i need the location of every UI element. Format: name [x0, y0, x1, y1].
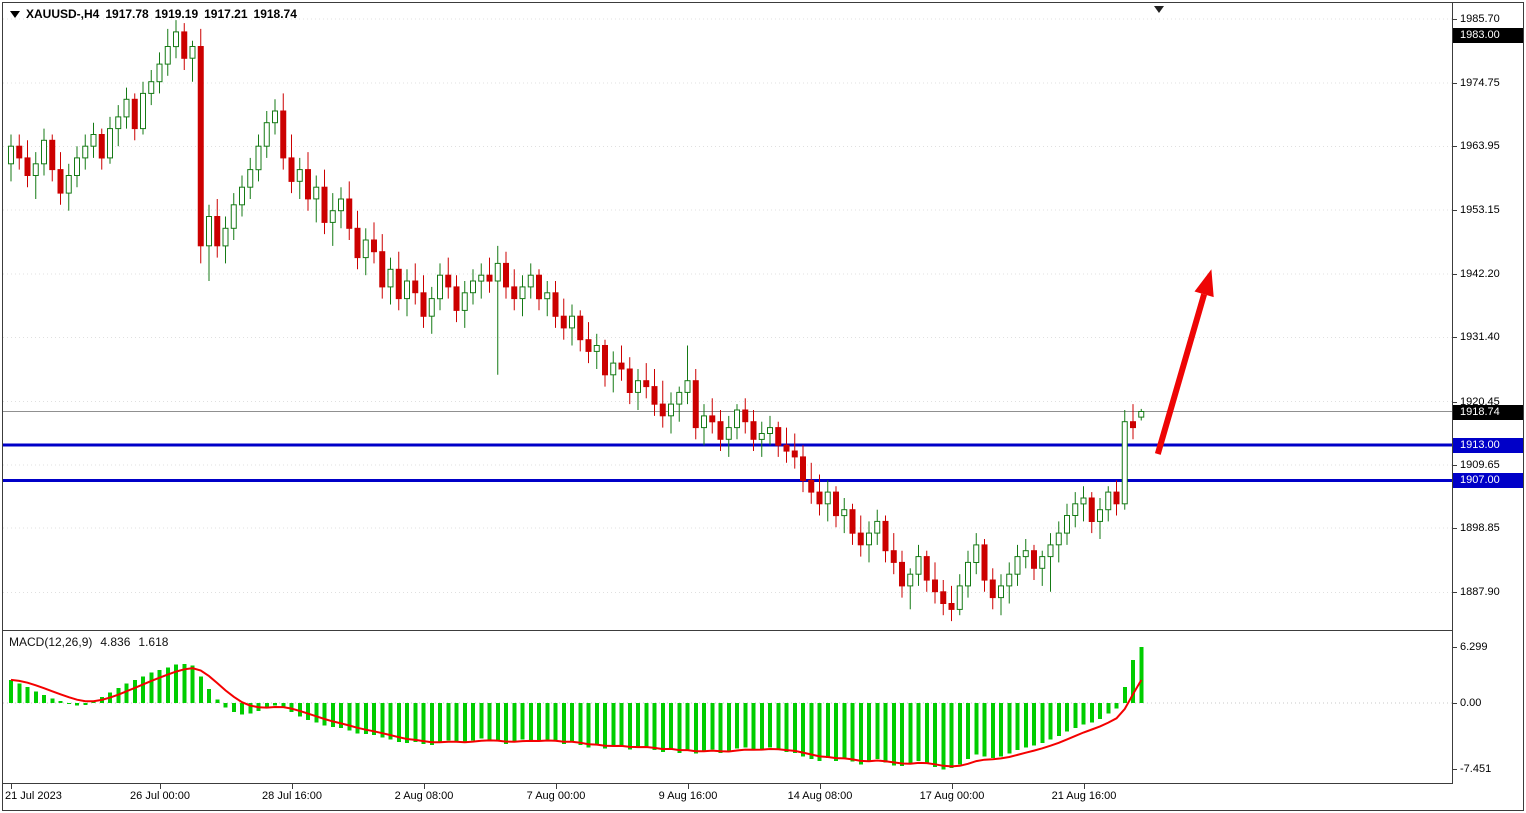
macd-name-label: MACD(12,26,9) — [9, 635, 93, 649]
price-marker-1983.00[interactable]: 1983.00 — [1453, 28, 1523, 43]
macd-main-value: 4.836 — [100, 635, 131, 649]
open-value: 1917.78 — [105, 7, 149, 21]
macd-scale-label: 6.299 — [1460, 641, 1488, 653]
time-scale-label: 17 Aug 00:00 — [919, 790, 985, 802]
macd-histogram-group — [9, 646, 1144, 770]
time-scale-label: 28 Jul 16:00 — [262, 790, 322, 802]
close-value: 1918.74 — [253, 7, 297, 21]
time-scale-label: 9 Aug 16:00 — [658, 790, 718, 802]
time-axis-tick — [820, 784, 821, 789]
price-axis-tick — [1453, 528, 1457, 529]
macd-axis-tick — [1453, 769, 1457, 770]
price-axis-tick — [1453, 465, 1457, 466]
macd-signal-value: 1.618 — [138, 635, 169, 649]
price-marker-1907.00[interactable]: 1907.00 — [1453, 473, 1523, 488]
macd-info-bar: MACD(12,26,9) 4.836 1.618 — [9, 635, 168, 649]
macd-indicator-chart[interactable] — [3, 631, 1452, 783]
price-scale-label: 1898.85 — [1460, 522, 1500, 534]
macd-axis-tick — [1453, 703, 1457, 704]
time-axis-tick — [11, 784, 12, 789]
price-axis-tick — [1453, 146, 1457, 147]
price-scale-label: 1963.95 — [1460, 140, 1500, 152]
price-axis-tick — [1453, 19, 1457, 20]
time-scale-label: 2 Aug 08:00 — [394, 790, 454, 802]
price-scale-label: 1974.75 — [1460, 77, 1500, 89]
symbol-marker-icon — [10, 10, 20, 18]
time-scale-label: 7 Aug 00:00 — [526, 790, 586, 802]
time-axis[interactable]: 21 Jul 2023 26 Jul 00:00 28 Jul 16:00 2 Aug… — [3, 784, 1453, 810]
main-chart-panel[interactable]: XAUUSD-,H4 1917.78 1919.19 1917.21 1918.… — [3, 3, 1453, 631]
price-axis-tick — [1453, 83, 1457, 84]
trend-arrow[interactable] — [1154, 269, 1214, 455]
price-axis-tick — [1453, 402, 1457, 403]
candlestick-chart[interactable] — [3, 3, 1452, 630]
price-scale-label: 1887.90 — [1460, 586, 1500, 598]
price-scale-label: 1985.70 — [1460, 13, 1500, 25]
price-axis-tick — [1453, 210, 1457, 211]
macd-scale-label: 0.00 — [1460, 697, 1482, 709]
time-scale-label: 21 Aug 16:00 — [1051, 790, 1117, 802]
price-scale-label: 1931.40 — [1460, 331, 1500, 343]
price-marker-1918.74[interactable]: 1918.74 — [1453, 405, 1523, 420]
price-axis-tick — [1453, 337, 1457, 338]
low-value: 1917.21 — [204, 7, 248, 21]
price-scale-label: 1953.15 — [1460, 204, 1500, 216]
price-scale-label: 1942.20 — [1460, 268, 1500, 280]
high-value: 1919.19 — [154, 7, 199, 21]
price-axis-tick — [1453, 592, 1457, 593]
candlesticks-group — [8, 20, 1145, 622]
time-axis-tick — [1084, 784, 1085, 789]
time-axis-tick — [160, 784, 161, 789]
symbol-period-label: XAUUSD-,H4 — [26, 7, 100, 21]
macd-panel[interactable]: MACD(12,26,9) 4.836 1.618 — [3, 631, 1453, 784]
price-scale-label: 1909.65 — [1460, 459, 1500, 471]
time-scale-label: 14 Aug 08:00 — [787, 790, 853, 802]
time-scale-label: 26 Jul 00:00 — [130, 790, 190, 802]
time-axis-tick — [556, 784, 557, 789]
time-axis-tick — [688, 784, 689, 789]
price-gridlines — [3, 18, 1452, 593]
price-marker-1913.00[interactable]: 1913.00 — [1453, 438, 1523, 453]
time-scale-label: 21 Jul 2023 — [5, 790, 62, 802]
ohlc-info-bar: XAUUSD-,H4 1917.78 1919.19 1917.21 1918.… — [10, 7, 297, 21]
time-axis-tick — [952, 784, 953, 789]
price-axis-tick — [1453, 274, 1457, 275]
macd-axis-tick — [1453, 647, 1457, 648]
chart-shift-marker-icon[interactable] — [1154, 6, 1164, 13]
time-axis-tick — [424, 784, 425, 789]
macd-scale-label: -7.451 — [1460, 763, 1492, 775]
macd-signal-line — [10, 667, 1143, 768]
price-axis[interactable]: 1985.70 1974.75 1963.95 1953.15 1942.20 1931.… — [1453, 3, 1523, 810]
time-axis-tick — [292, 784, 293, 789]
